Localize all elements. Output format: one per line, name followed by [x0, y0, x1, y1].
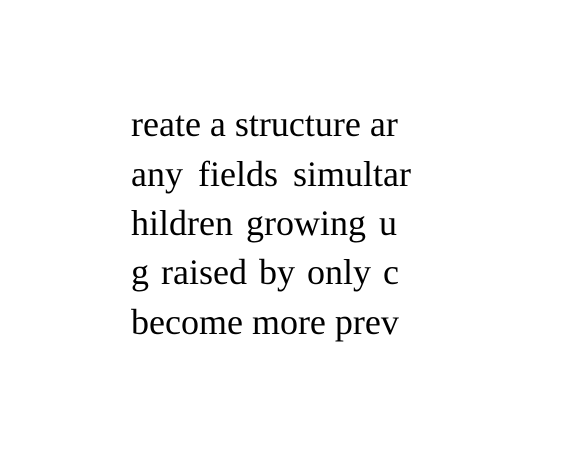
text-line: hildren growing u: [131, 203, 397, 243]
text-line: become more prev: [131, 302, 399, 342]
text-crop-region: reate a structure ar any fields simultar…: [131, 96, 429, 352]
text-line: reate a structure ar: [131, 104, 398, 144]
text-line: any fields simultar: [131, 154, 411, 194]
text-line: g raised by only c: [131, 252, 399, 292]
